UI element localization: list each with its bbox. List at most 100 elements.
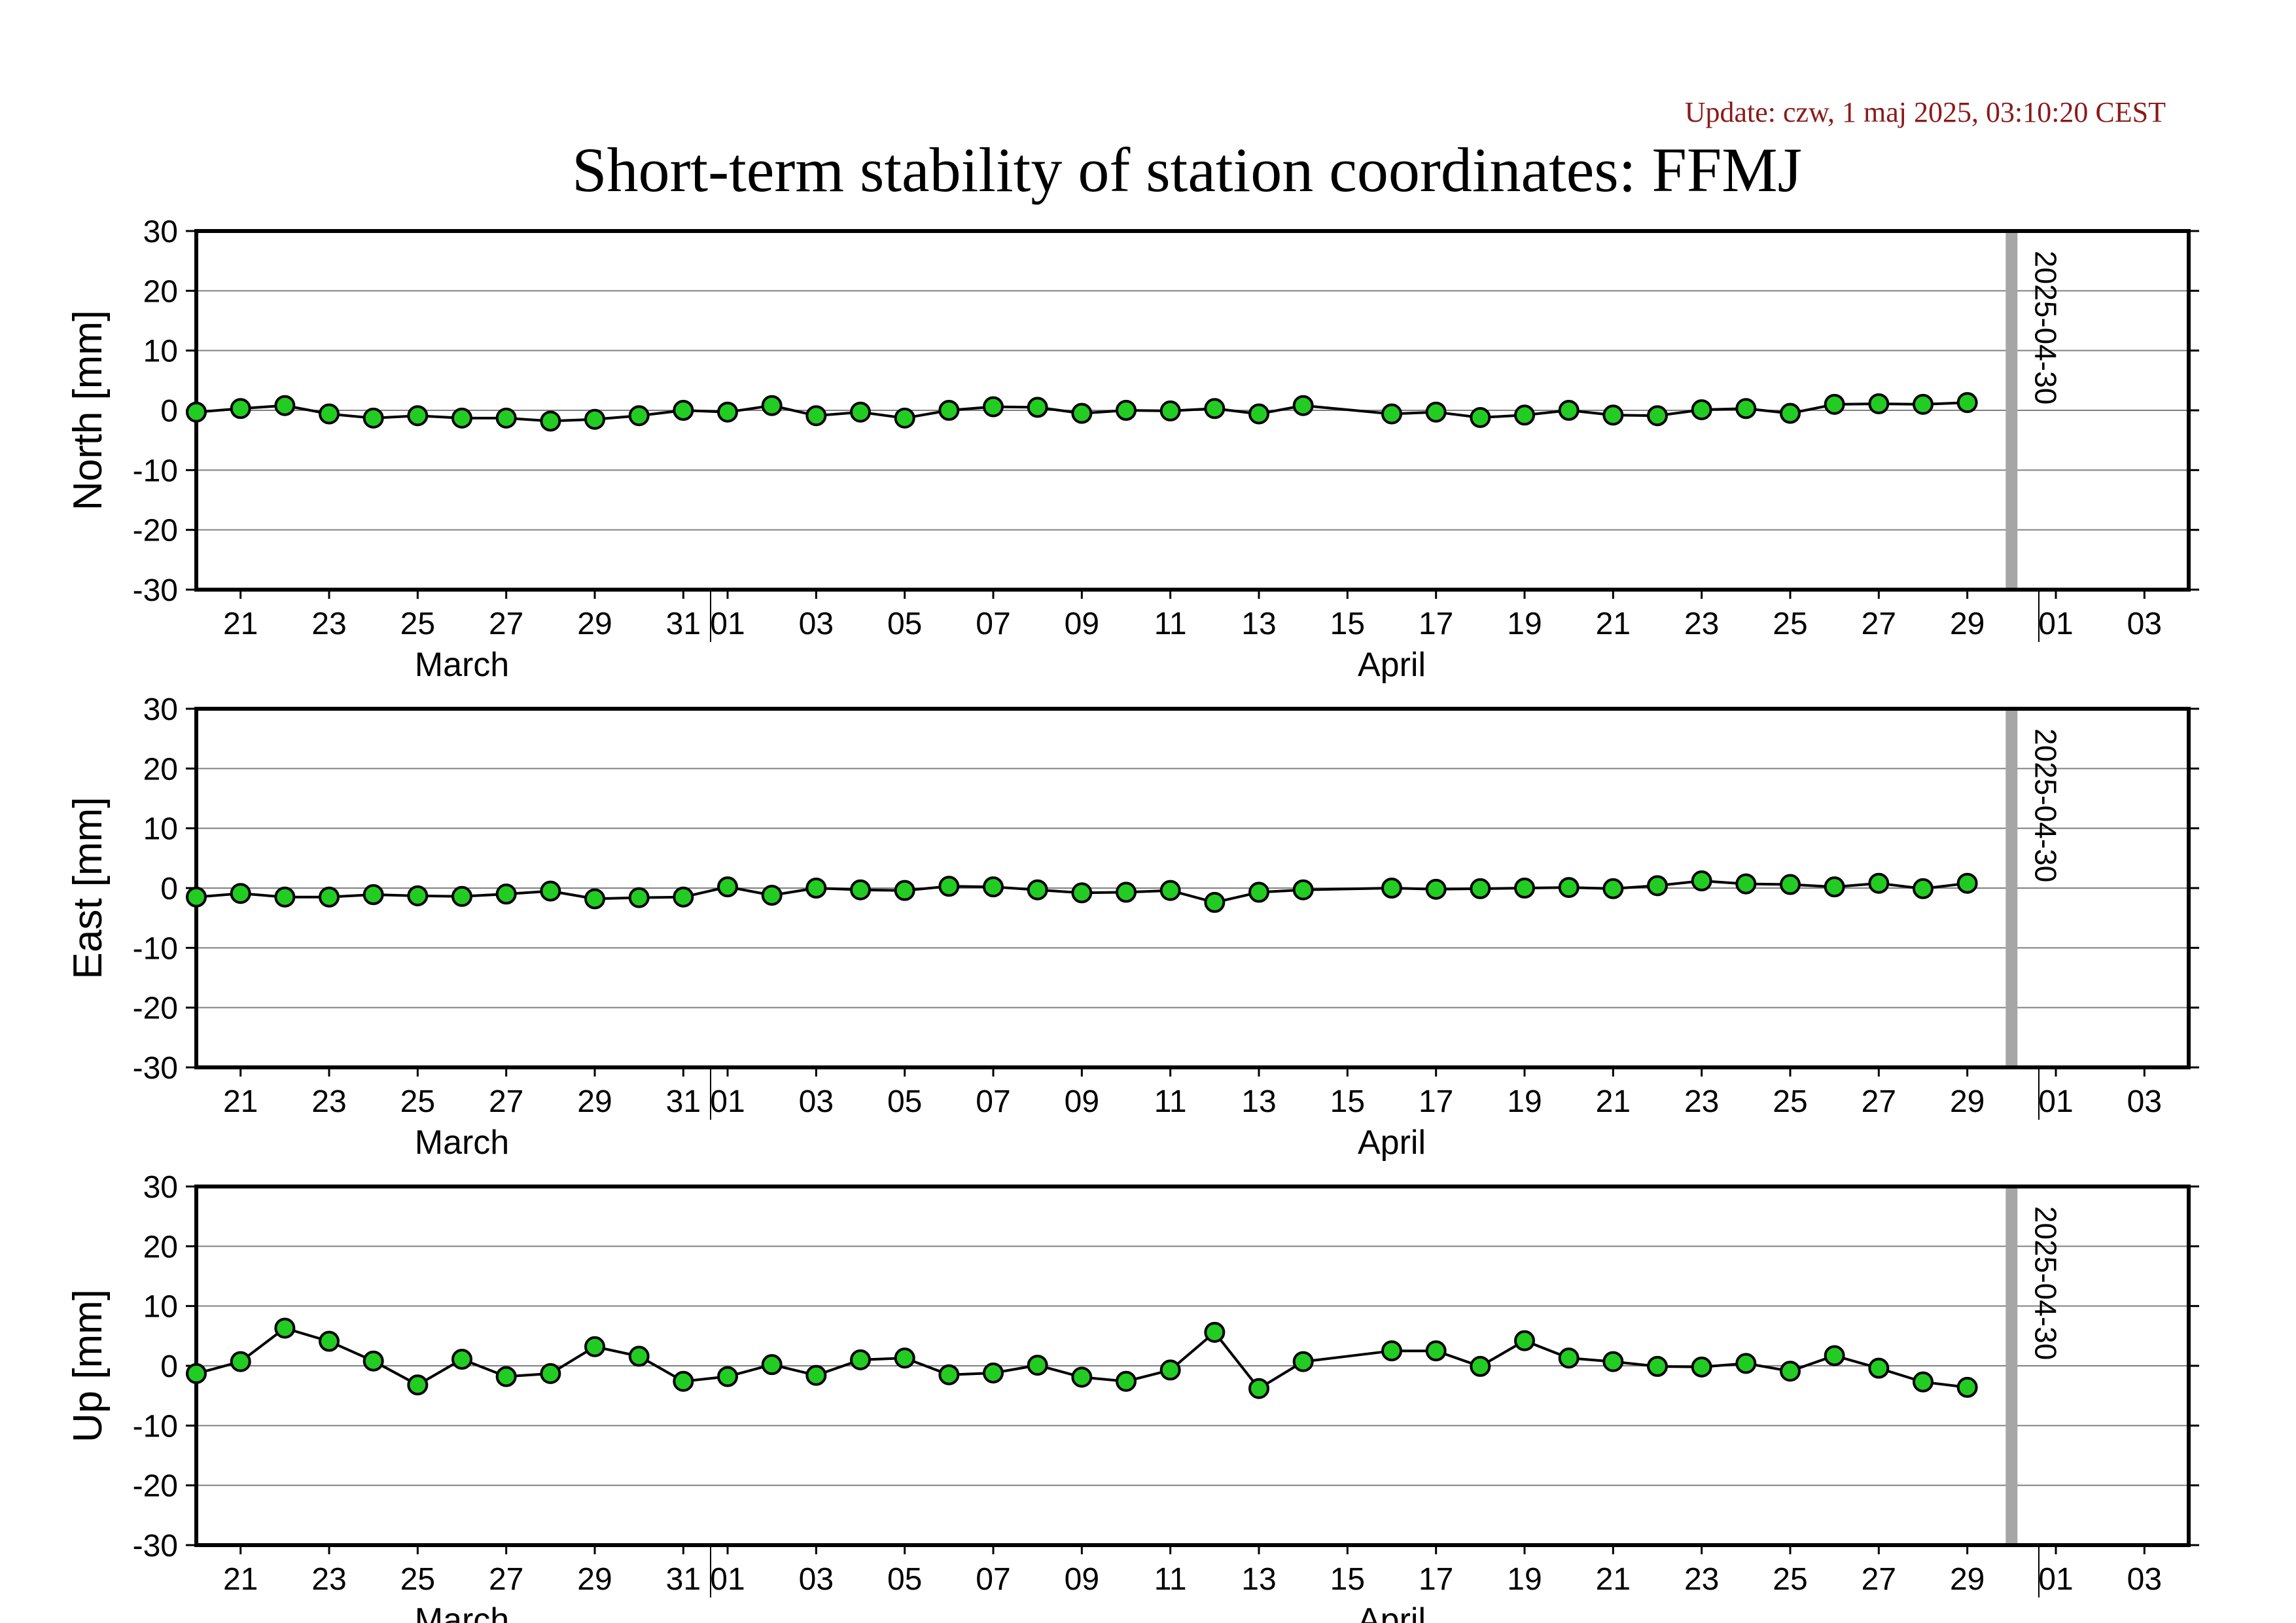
y-tick-label: 30 [143, 215, 178, 249]
x-tick-label: 31 [666, 1562, 701, 1597]
data-point [1514, 878, 1535, 899]
data-point [1159, 880, 1181, 901]
marker-label: 2025-04-30 [2028, 1206, 2062, 1360]
data-point [274, 1317, 296, 1339]
x-tick-label: 21 [223, 1562, 258, 1597]
y-tick-label: 30 [143, 692, 178, 727]
data-point [1204, 398, 1226, 419]
data-point [850, 401, 871, 423]
x-tick-label: 19 [1507, 1084, 1542, 1119]
x-tick-label: 25 [400, 1562, 435, 1597]
y-tick-label: 10 [143, 1290, 178, 1325]
data-point [894, 1347, 915, 1369]
x-tick-label: 27 [489, 1562, 523, 1597]
x-tick-label: 27 [1862, 1562, 1896, 1597]
data-point [274, 395, 296, 416]
x-tick-label: 09 [1065, 607, 1099, 641]
data-point [1204, 891, 1226, 913]
x-tick-label: 23 [1684, 1084, 1719, 1119]
data-point [451, 1348, 472, 1370]
data-point [1116, 882, 1137, 903]
x-tick-label: 23 [1684, 1562, 1719, 1597]
data-point [850, 1349, 871, 1370]
chart-title: Short-term stability of station coordina… [572, 135, 1802, 205]
data-point [540, 1363, 561, 1384]
data-point [1514, 1330, 1535, 1351]
data-point [1248, 403, 1269, 425]
data-point [805, 405, 827, 427]
data-point [1956, 392, 1978, 414]
x-tick-label: 23 [311, 607, 346, 641]
y-tick-label: 30 [143, 1170, 178, 1205]
x-tick-label: 29 [577, 607, 612, 641]
y-tick-label: -20 [133, 514, 178, 548]
x-month-label: March [415, 646, 509, 684]
x-tick-label: 27 [489, 607, 523, 641]
y-tick-label: 10 [143, 334, 178, 369]
y-tick-label: -20 [133, 1469, 178, 1504]
y-axis-label: Up [mm] [65, 1289, 111, 1442]
y-tick-label: 20 [143, 1230, 178, 1264]
x-tick-label: 19 [1507, 1562, 1542, 1597]
x-tick-label: 03 [799, 1084, 834, 1119]
data-point [495, 1366, 517, 1387]
y-tick-label: 10 [143, 812, 178, 847]
data-point [1514, 404, 1535, 426]
x-tick-label: 15 [1330, 607, 1365, 641]
data-point [1956, 872, 1978, 894]
data-point [407, 1374, 429, 1396]
marker-band [2005, 231, 2018, 590]
data-point [230, 398, 251, 419]
data-point [1602, 404, 1624, 426]
x-tick-label: 23 [311, 1562, 346, 1597]
x-tick-label: 01 [2038, 1084, 2073, 1119]
series-line [196, 1327, 1968, 1391]
y-tick-label: -10 [133, 454, 178, 488]
data-point [1868, 393, 1890, 414]
data-point [186, 1363, 207, 1384]
data-point [1425, 401, 1447, 423]
x-tick-label: 25 [1773, 1084, 1807, 1119]
data-point [319, 403, 340, 425]
data-point [1425, 878, 1447, 900]
x-tick-label: 27 [1862, 607, 1896, 641]
panels: 2025-04-30 30 20 10 0 -10 -20 -30 North [mm] 21 23… [65, 215, 2199, 1623]
data-point [584, 408, 605, 430]
data-point [938, 400, 960, 421]
data-point [1735, 1353, 1757, 1374]
data-point [983, 396, 1004, 418]
data-point [1248, 1378, 1269, 1399]
data-point [1691, 399, 1712, 421]
data-point [983, 1362, 1004, 1383]
data-point [1116, 400, 1137, 421]
data-point [894, 880, 915, 901]
x-tick-label: 07 [976, 1562, 1010, 1597]
x-tick-label: 27 [489, 1084, 523, 1119]
x-tick-label: 13 [1241, 1562, 1276, 1597]
marker-band [2005, 1186, 2018, 1545]
data-point [938, 1364, 960, 1385]
y-tick-label: 20 [143, 752, 178, 787]
x-tick-label: 15 [1330, 1084, 1365, 1119]
marker-label: 2025-04-30 [2028, 728, 2062, 882]
data-point [628, 405, 650, 427]
x-tick-label: 21 [223, 607, 258, 641]
data-point [540, 410, 561, 432]
data-point [230, 883, 251, 904]
x-tick-label: 13 [1241, 1084, 1276, 1119]
data-point [186, 886, 207, 908]
panel-north: 2025-04-30 30 20 10 0 -10 -20 -30 North [mm] 21 23… [65, 215, 2199, 684]
x-tick-label: 21 [223, 1084, 258, 1119]
data-point [1735, 398, 1757, 419]
data-point [1691, 870, 1712, 892]
x-tick-label: 07 [976, 1084, 1010, 1119]
y-tick-label: 0 [160, 394, 178, 429]
x-tick-label: 25 [400, 607, 435, 641]
data-point [1824, 876, 1845, 898]
data-point [362, 407, 384, 429]
x-tick-label: 01 [710, 607, 745, 641]
data-point [673, 400, 694, 421]
x-tick-label: 25 [1773, 607, 1807, 641]
data-point [1381, 878, 1402, 899]
